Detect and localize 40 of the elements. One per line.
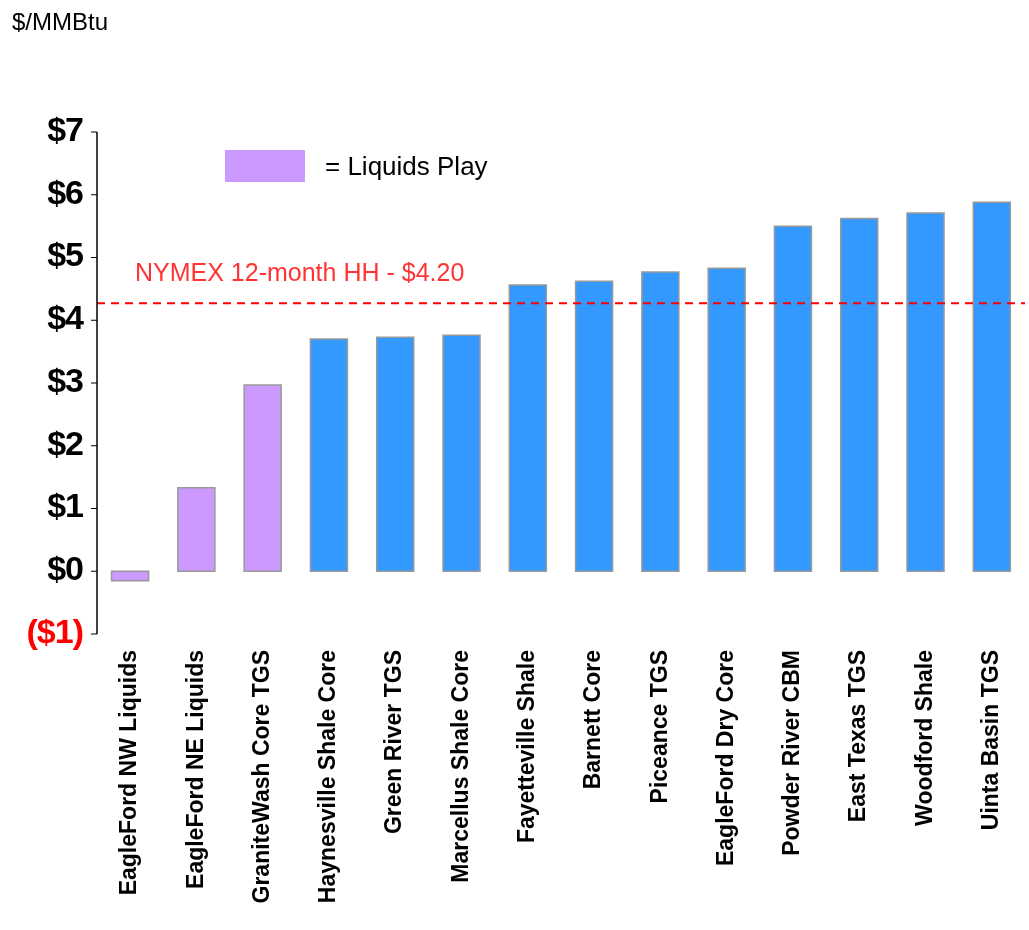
x-tick-label: Marcellus Shale Core bbox=[446, 650, 473, 883]
x-tick-label: Fayetteville Shale bbox=[512, 650, 539, 844]
x-tick-label: EagleFord NE Liquids bbox=[181, 650, 208, 889]
y-tick-label: $7 bbox=[47, 109, 84, 148]
bar bbox=[508, 284, 548, 572]
y-tick-label: $3 bbox=[47, 360, 84, 399]
bar bbox=[641, 271, 680, 572]
bar bbox=[574, 280, 614, 572]
bar bbox=[972, 201, 1012, 572]
legend-label: = Liquids Play bbox=[325, 150, 488, 182]
x-tick-label: Uinta Basin TGS bbox=[976, 650, 1003, 831]
y-tick-label: $6 bbox=[47, 172, 84, 211]
y-tick-label: $0 bbox=[47, 549, 84, 588]
x-tick-label: Green River TGS bbox=[380, 650, 407, 835]
bar bbox=[707, 267, 746, 572]
bar bbox=[773, 225, 813, 572]
x-tick-label: Haynesville Shale Core bbox=[314, 650, 341, 904]
x-tick-label: Woodford Shale bbox=[910, 650, 937, 826]
y-tick-label: $5 bbox=[47, 235, 84, 274]
y-axis-title: $/MMBtu bbox=[12, 8, 109, 36]
y-tick-label: $4 bbox=[47, 298, 85, 337]
x-tick-label: EagleFord Dry Core bbox=[711, 650, 738, 866]
bar bbox=[839, 217, 879, 572]
ref-line-label: NYMEX 12-month HH - $4.20 bbox=[135, 258, 465, 287]
x-tick-label: EagleFord NW Liquids bbox=[115, 650, 142, 896]
bar bbox=[375, 336, 415, 572]
bar bbox=[906, 212, 945, 572]
bar bbox=[177, 487, 216, 572]
bar bbox=[442, 334, 481, 572]
bar bbox=[243, 384, 282, 572]
x-tick-label: Piceance TGS bbox=[645, 650, 672, 804]
x-tick-label: Powder River CBM bbox=[778, 650, 805, 856]
bar bbox=[110, 570, 150, 582]
y-tick-label: $1 bbox=[47, 486, 84, 525]
y-tick-label: $2 bbox=[47, 423, 84, 462]
x-tick-label: Barnett Core bbox=[579, 650, 606, 790]
x-tick-label: GraniteWash Core TGS bbox=[247, 650, 274, 904]
y-tick-label: ($1) bbox=[26, 611, 83, 650]
x-tick-label: East Texas TGS bbox=[844, 650, 871, 823]
bar bbox=[309, 338, 349, 572]
